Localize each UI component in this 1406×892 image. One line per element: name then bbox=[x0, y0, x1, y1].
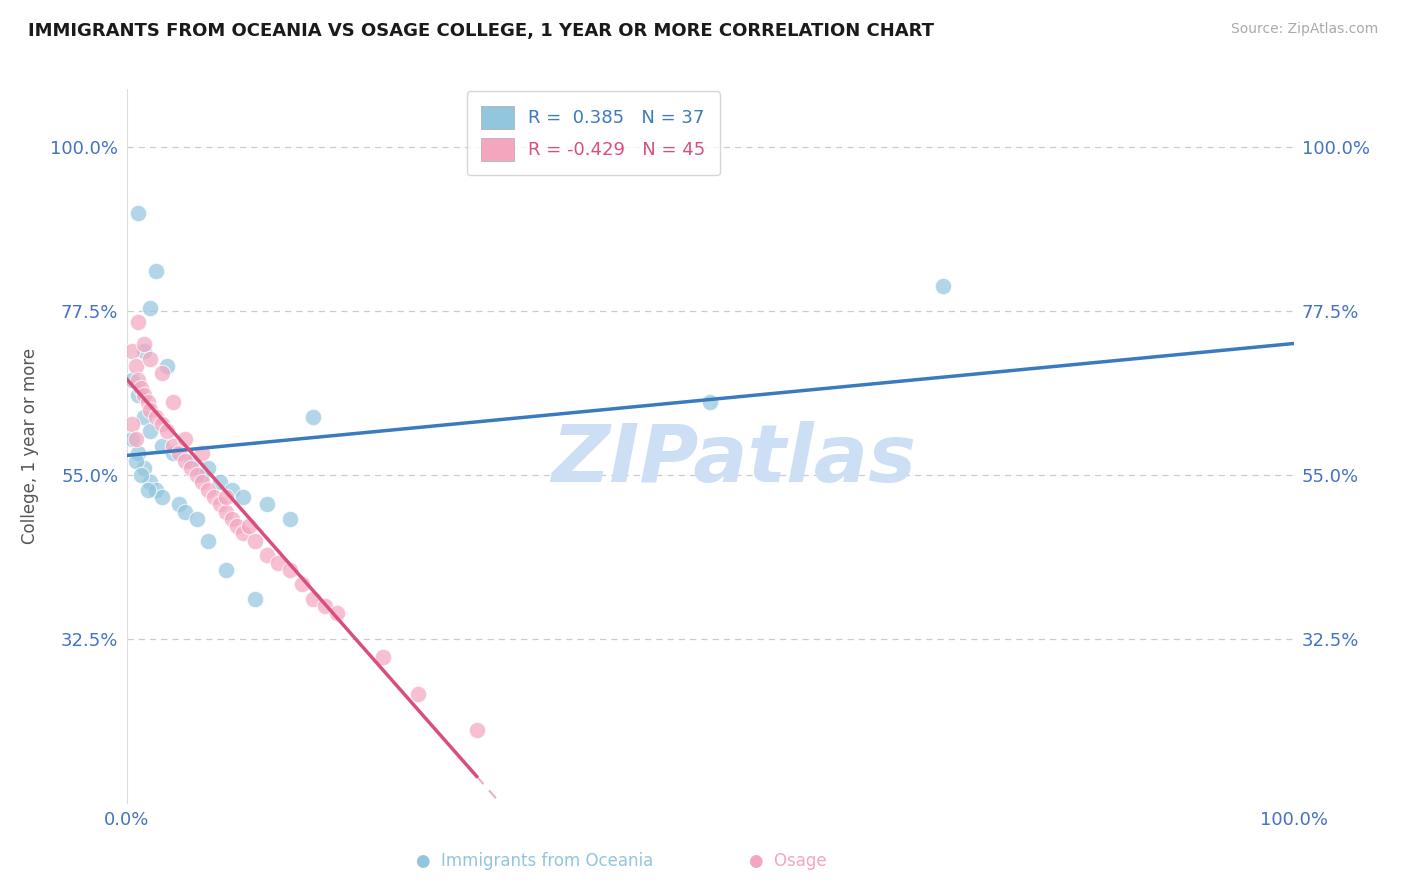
Point bbox=[290, 577, 312, 591]
Text: ●  Immigrants from Oceania: ● Immigrants from Oceania bbox=[416, 852, 652, 870]
Point bbox=[314, 599, 336, 614]
Point bbox=[465, 723, 488, 737]
Point bbox=[121, 417, 143, 432]
Point bbox=[238, 519, 260, 533]
Point bbox=[699, 395, 721, 409]
Point bbox=[139, 425, 162, 439]
Point bbox=[208, 475, 231, 490]
Point bbox=[150, 490, 173, 504]
Y-axis label: College, 1 year or more: College, 1 year or more bbox=[21, 348, 39, 544]
Point bbox=[256, 497, 278, 511]
Point bbox=[132, 344, 155, 359]
Point bbox=[278, 512, 301, 526]
Point bbox=[139, 301, 162, 315]
Point bbox=[145, 409, 167, 424]
Point bbox=[127, 374, 149, 388]
Point bbox=[127, 206, 149, 220]
Point bbox=[121, 432, 143, 446]
Legend: R =  0.385   N = 37, R = -0.429   N = 45: R = 0.385 N = 37, R = -0.429 N = 45 bbox=[467, 91, 720, 176]
Point bbox=[302, 409, 325, 424]
Point bbox=[191, 468, 214, 483]
Point bbox=[373, 650, 395, 665]
Point bbox=[232, 526, 254, 541]
Point bbox=[186, 468, 208, 483]
Point bbox=[186, 512, 208, 526]
Text: IMMIGRANTS FROM OCEANIA VS OSAGE COLLEGE, 1 YEAR OR MORE CORRELATION CHART: IMMIGRANTS FROM OCEANIA VS OSAGE COLLEGE… bbox=[28, 22, 934, 40]
Point bbox=[408, 687, 430, 701]
Point bbox=[145, 483, 167, 497]
Point bbox=[162, 395, 184, 409]
Point bbox=[208, 497, 231, 511]
Point bbox=[215, 563, 238, 577]
Point bbox=[125, 432, 148, 446]
Point bbox=[267, 556, 290, 570]
Point bbox=[162, 446, 184, 460]
Point bbox=[145, 264, 167, 278]
Point bbox=[129, 381, 152, 395]
Point bbox=[167, 497, 190, 511]
Point bbox=[139, 402, 162, 417]
Point bbox=[243, 533, 266, 548]
Point bbox=[139, 475, 162, 490]
Point bbox=[180, 460, 202, 475]
Point bbox=[325, 607, 347, 621]
Point bbox=[180, 453, 202, 467]
Point bbox=[221, 483, 243, 497]
Point bbox=[256, 548, 278, 562]
Text: ●  Osage: ● Osage bbox=[748, 852, 827, 870]
Point bbox=[162, 439, 184, 453]
Point bbox=[121, 344, 143, 359]
Point bbox=[156, 359, 179, 373]
Point bbox=[127, 388, 149, 402]
Point bbox=[232, 490, 254, 504]
Point bbox=[127, 315, 149, 329]
Point bbox=[202, 490, 225, 504]
Point bbox=[125, 453, 148, 467]
Point bbox=[150, 439, 173, 453]
Point bbox=[125, 359, 148, 373]
Text: Source: ZipAtlas.com: Source: ZipAtlas.com bbox=[1230, 22, 1378, 37]
Point bbox=[197, 460, 219, 475]
Text: ZIPatlas: ZIPatlas bbox=[551, 421, 915, 500]
Point bbox=[132, 388, 155, 402]
Point bbox=[191, 446, 214, 460]
Point bbox=[127, 446, 149, 460]
Point bbox=[139, 351, 162, 366]
Point bbox=[197, 483, 219, 497]
Point bbox=[150, 417, 173, 432]
Point bbox=[174, 432, 197, 446]
Point bbox=[215, 490, 238, 504]
Point bbox=[150, 366, 173, 380]
Point bbox=[243, 591, 266, 606]
Point bbox=[174, 453, 197, 467]
Point bbox=[278, 563, 301, 577]
Point bbox=[129, 468, 152, 483]
Point bbox=[136, 483, 159, 497]
Point bbox=[121, 374, 143, 388]
Point bbox=[302, 591, 325, 606]
Point bbox=[191, 475, 214, 490]
Point bbox=[197, 533, 219, 548]
Point bbox=[136, 395, 159, 409]
Point bbox=[132, 460, 155, 475]
Point bbox=[215, 504, 238, 518]
Point bbox=[132, 409, 155, 424]
Point bbox=[226, 519, 249, 533]
Point bbox=[221, 512, 243, 526]
Point bbox=[167, 446, 190, 460]
Point bbox=[156, 425, 179, 439]
Point bbox=[132, 337, 155, 351]
Point bbox=[932, 278, 955, 293]
Point bbox=[174, 504, 197, 518]
